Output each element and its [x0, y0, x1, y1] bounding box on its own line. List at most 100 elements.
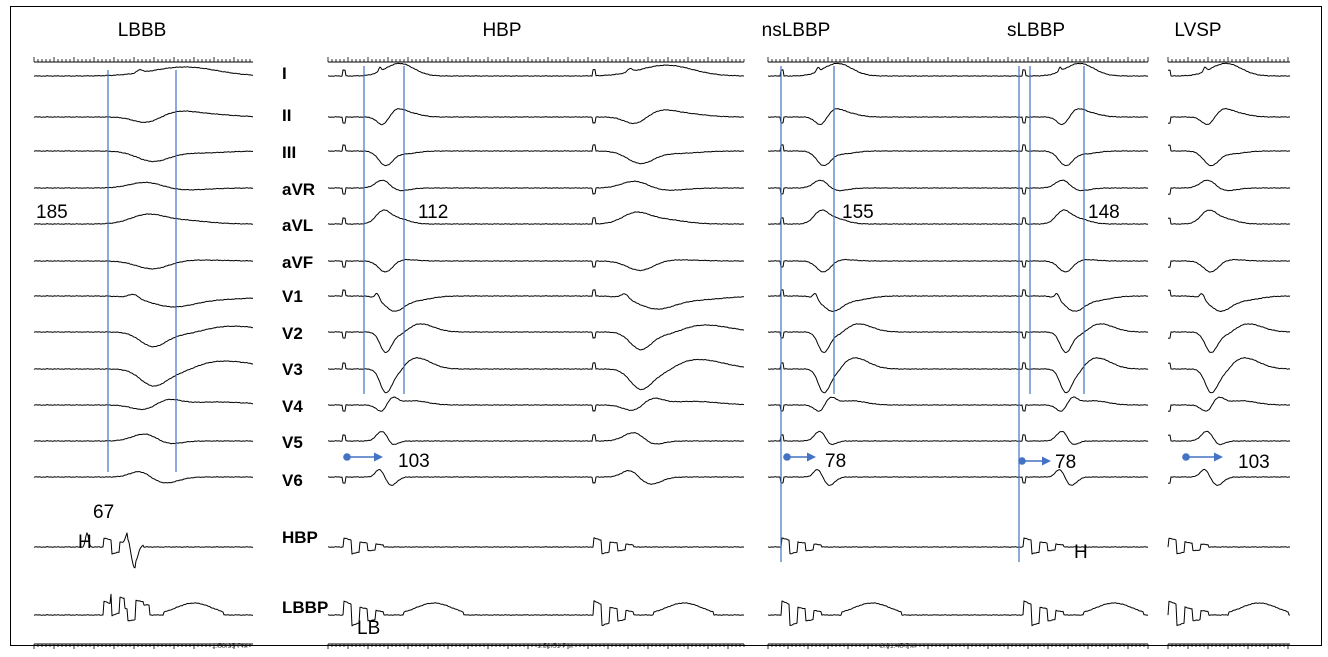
top-ruler-1 [327, 57, 745, 63]
trace-hbp-v6 [327, 469, 745, 486]
trace-lvsp-i [1167, 62, 1291, 77]
qrs-duration-lbbb: 185 [36, 202, 68, 223]
trace-slbbp-hbp [1004, 537, 1149, 555]
activation-time-lvsp: 103 [1238, 452, 1270, 473]
his-label-lbbb: H [78, 532, 92, 553]
trace-slbbp-avr [1004, 179, 1149, 195]
trace-nslbbp-i [767, 62, 1005, 77]
trace-lvsp-v1 [1167, 289, 1291, 312]
qrs-calipers [107, 66, 1085, 562]
trace-hbp-v2 [327, 323, 745, 353]
trace-hbp-lbbp [327, 600, 745, 627]
trace-nslbbp-ii [767, 108, 1005, 125]
trace-hbp-hbp [327, 537, 745, 555]
trace-lbbb-hbp [33, 532, 254, 569]
trace-nslbbp-lbbp [767, 600, 1005, 626]
activation-time-nslbbp: 78 [825, 451, 846, 472]
panel-title-lvsp: LVSP [1174, 20, 1221, 41]
activation-time-hbp: 103 [398, 451, 430, 472]
trace-lbbb-ii [33, 110, 254, 123]
timestamp-hbp: 1:58:51 PM [537, 643, 573, 650]
trace-lbbb-i [33, 66, 254, 77]
trace-lvsp-ii [1167, 108, 1291, 125]
trace-lvsp-avr [1167, 179, 1291, 195]
trace-hbp-v3 [327, 357, 745, 394]
lead-label-i: I [282, 64, 287, 83]
lead-label-v2: V2 [282, 324, 303, 343]
trace-hbp-avf [327, 258, 745, 273]
top-ruler-3 [1167, 57, 1290, 63]
timestamp-nslbbp: 2:01:45 PM [880, 643, 916, 650]
trace-slbbp-v3 [1004, 357, 1149, 394]
activation-arrow-nslbbp [783, 452, 816, 462]
trace-lvsp-v2 [1167, 323, 1291, 353]
trace-lvsp-avf [1167, 258, 1291, 273]
trace-hbp-v1 [327, 289, 744, 312]
trace-lbbb-avl [33, 213, 254, 225]
trace-nslbbp-v6 [767, 469, 1005, 486]
qrs-duration-slbbp: 148 [1088, 202, 1120, 223]
trace-lbbb-v3 [33, 360, 253, 387]
trace-lbbb-lbbp [33, 593, 254, 622]
trace-lvsp-hbp [1167, 537, 1291, 555]
arrow-head-lvsp [1214, 452, 1223, 462]
time-rulers [33, 57, 1290, 649]
trace-lbbb-iii [33, 150, 254, 163]
trace-lbbb-v4 [33, 398, 254, 411]
panel-title-nslbbp: nsLBBP [762, 20, 831, 41]
trace-slbbp-v4 [1004, 396, 1149, 412]
trace-nslbbp-iii [767, 144, 1005, 166]
trace-lvsp-avl [1167, 209, 1291, 225]
panel-title-slbbp: sLBBP [1007, 20, 1065, 41]
top-ruler-0 [33, 57, 253, 63]
trace-slbbp-ii [1004, 108, 1149, 126]
trace-slbbp-i [1004, 62, 1149, 77]
figure-frame [10, 6, 1322, 646]
lb-potential-label: LB [357, 618, 380, 639]
bottom-ruler-2 [767, 643, 1149, 649]
trace-lvsp-lbbp [1167, 600, 1291, 627]
lead-label-v3: V3 [282, 360, 303, 379]
lead-label-v1: V1 [282, 287, 303, 306]
trace-hbp-avr [327, 179, 745, 195]
lead-label-avf: aVF [282, 253, 313, 272]
lead-label-iii: III [282, 143, 296, 162]
trace-hbp-i [327, 62, 745, 77]
trace-slbbp-avl [1004, 209, 1149, 225]
trace-hbp-iii [327, 144, 744, 167]
panel-title-lbbb: LBBB [118, 20, 167, 41]
lead-label-v6: V6 [282, 471, 303, 490]
trace-hbp-ii [327, 108, 745, 126]
lead-label-avl: aVL [282, 216, 313, 235]
lead-label-ii: II [282, 106, 291, 125]
qrs-duration-hbp: 112 [418, 202, 448, 223]
panel-title-hbp: HBP [482, 20, 521, 41]
trace-lbbb-v2 [33, 325, 254, 348]
trace-slbbp-avf [1004, 259, 1149, 273]
trace-slbbp-v6 [1004, 469, 1149, 486]
activation-arrow-slbbp [1018, 456, 1051, 466]
trace-slbbp-iii [1004, 144, 1149, 167]
lead-label-hbp: HBP [282, 528, 318, 547]
trace-hbp-avl [327, 209, 745, 225]
trace-lvsp-iii [1167, 144, 1291, 167]
trace-hbp-v4 [327, 396, 745, 412]
arrow-head-nslbbp [807, 452, 816, 462]
trace-nslbbp-v4 [767, 396, 1005, 412]
trace-lbbb-v1 [33, 293, 254, 308]
trace-lvsp-v4 [1167, 396, 1291, 412]
activation-time-slbbp: 78 [1055, 452, 1076, 473]
arrow-head-hbp [374, 452, 383, 462]
trace-lvsp-v3 [1167, 357, 1291, 394]
lead-labels: I II III aVR aVL aVF V1 V2 V3 V4 V5 V6 H… [282, 64, 328, 617]
trace-lvsp-v5 [1167, 430, 1291, 446]
activation-arrow-hbp [343, 452, 383, 462]
trace-slbbp-v2 [1004, 323, 1149, 354]
trace-slbbp-v5 [1004, 431, 1149, 445]
trace-nslbbp-avl [767, 209, 1005, 225]
lead-label-v4: V4 [282, 397, 303, 416]
trace-lbbb-v5 [33, 433, 254, 445]
his-label-slbbp: H [1074, 542, 1088, 563]
trace-nslbbp-v5 [767, 430, 1005, 446]
